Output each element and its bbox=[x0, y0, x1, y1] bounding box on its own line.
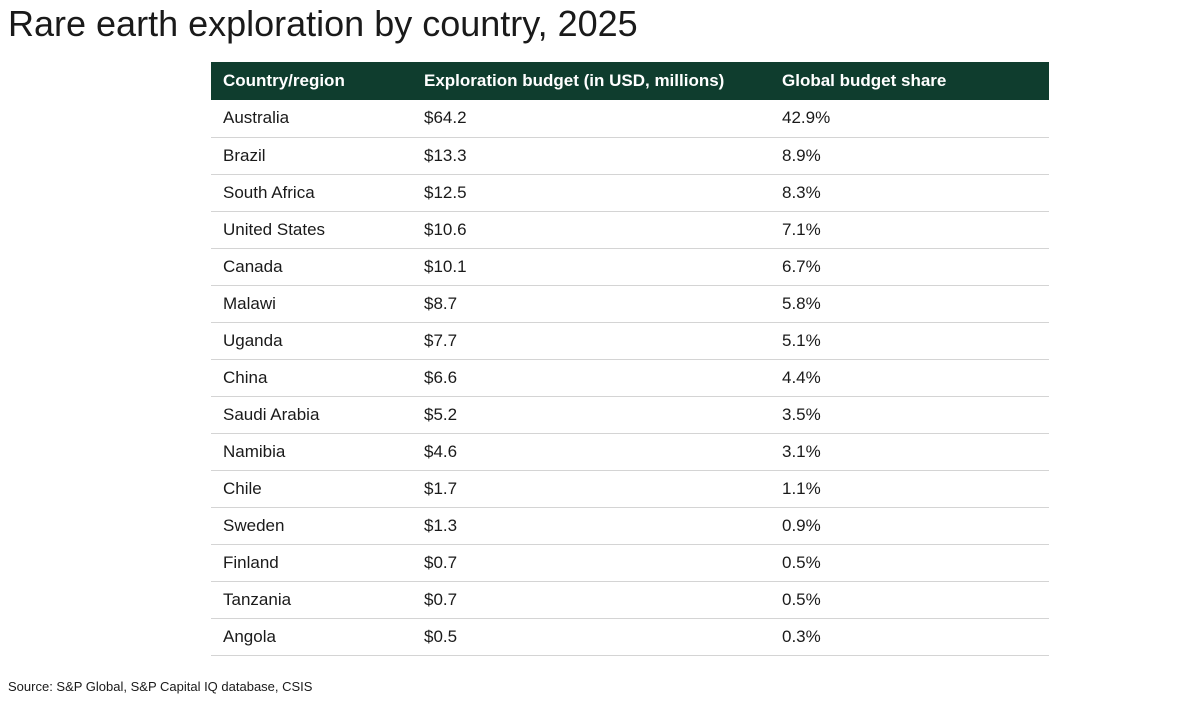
cell-share: 6.7% bbox=[782, 256, 821, 276]
table-body: Australia $64.2 42.9% Brazil $13.3 8.9% South … bbox=[211, 100, 1049, 655]
cell-country: Australia bbox=[223, 108, 290, 128]
cell-share: 4.4% bbox=[782, 367, 821, 387]
cell-country: Tanzania bbox=[223, 589, 292, 609]
cell-share: 5.8% bbox=[782, 293, 821, 313]
cell-share: 42.9% bbox=[782, 108, 831, 128]
column-header-country: Country/region bbox=[223, 71, 345, 90]
cell-budget: $1.7 bbox=[424, 478, 458, 498]
table-row: Malawi $8.7 5.8% bbox=[211, 285, 1049, 322]
cell-budget: $13.3 bbox=[424, 145, 467, 165]
table-header: Country/region Exploration budget (in US… bbox=[211, 62, 1049, 100]
data-table: Country/region Exploration budget (in US… bbox=[211, 62, 1049, 656]
cell-budget: $64.2 bbox=[424, 108, 467, 128]
cell-country: Sweden bbox=[223, 515, 285, 535]
cell-country: Malawi bbox=[223, 293, 276, 313]
table-row: Brazil $13.3 8.9% bbox=[211, 137, 1049, 174]
table-row: Sweden $1.3 0.9% bbox=[211, 507, 1049, 544]
cell-share: 8.3% bbox=[782, 182, 821, 202]
cell-country: Brazil bbox=[223, 145, 266, 165]
cell-budget: $8.7 bbox=[424, 293, 458, 313]
cell-budget: $6.6 bbox=[424, 367, 458, 387]
cell-budget: $0.7 bbox=[424, 589, 458, 609]
table-row: Chile $1.7 1.1% bbox=[211, 470, 1049, 507]
cell-budget: $12.5 bbox=[424, 182, 467, 202]
cell-share: 3.5% bbox=[782, 404, 821, 424]
table-row: China $6.6 4.4% bbox=[211, 359, 1049, 396]
table-row: Tanzania $0.7 0.5% bbox=[211, 581, 1049, 618]
table-row: Namibia $4.6 3.1% bbox=[211, 433, 1049, 470]
cell-country: Uganda bbox=[223, 330, 283, 350]
cell-budget: $0.7 bbox=[424, 552, 458, 572]
cell-country: Finland bbox=[223, 552, 279, 572]
cell-share: 1.1% bbox=[782, 478, 821, 498]
cell-share: 0.5% bbox=[782, 589, 821, 609]
cell-country: United States bbox=[223, 219, 326, 239]
cell-country: Chile bbox=[223, 478, 262, 498]
cell-share: 5.1% bbox=[782, 330, 821, 350]
cell-country: Canada bbox=[223, 256, 283, 276]
table-row: Saudi Arabia $5.2 3.5% bbox=[211, 396, 1049, 433]
cell-country: Saudi Arabia bbox=[223, 404, 320, 424]
column-header-share: Global budget share bbox=[782, 71, 947, 90]
source-note: Source: S&P Global, S&P Capital IQ datab… bbox=[8, 679, 313, 694]
header-row: Country/region Exploration budget (in US… bbox=[211, 62, 1049, 100]
chart-title: Rare earth exploration by country, 2025 bbox=[8, 3, 638, 44]
table-row: Finland $0.7 0.5% bbox=[211, 544, 1049, 581]
table-row: South Africa $12.5 8.3% bbox=[211, 174, 1049, 211]
cell-country: China bbox=[223, 367, 268, 387]
table-row: Australia $64.2 42.9% bbox=[211, 100, 1049, 137]
cell-budget: $1.3 bbox=[424, 515, 458, 535]
cell-country: Angola bbox=[223, 626, 276, 646]
table-row: United States $10.6 7.1% bbox=[211, 211, 1049, 248]
cell-budget: $7.7 bbox=[424, 330, 458, 350]
cell-country: Namibia bbox=[223, 441, 286, 461]
cell-share: 3.1% bbox=[782, 441, 821, 461]
table-row: Canada $10.1 6.7% bbox=[211, 248, 1049, 285]
cell-budget: $5.2 bbox=[424, 404, 458, 424]
cell-share: 0.3% bbox=[782, 626, 821, 646]
cell-share: 8.9% bbox=[782, 145, 821, 165]
cell-share: 0.9% bbox=[782, 515, 821, 535]
cell-budget: $10.1 bbox=[424, 256, 467, 276]
cell-budget: $4.6 bbox=[424, 441, 458, 461]
table-row: Uganda $7.7 5.1% bbox=[211, 322, 1049, 359]
cell-budget: $10.6 bbox=[424, 219, 467, 239]
cell-share: 7.1% bbox=[782, 219, 821, 239]
column-header-budget: Exploration budget (in USD, millions) bbox=[424, 71, 725, 90]
cell-country: South Africa bbox=[223, 182, 315, 202]
table-row: Angola $0.5 0.3% bbox=[211, 618, 1049, 655]
cell-share: 0.5% bbox=[782, 552, 821, 572]
exploration-table: Country/region Exploration budget (in US… bbox=[211, 62, 1049, 656]
cell-budget: $0.5 bbox=[424, 626, 458, 646]
